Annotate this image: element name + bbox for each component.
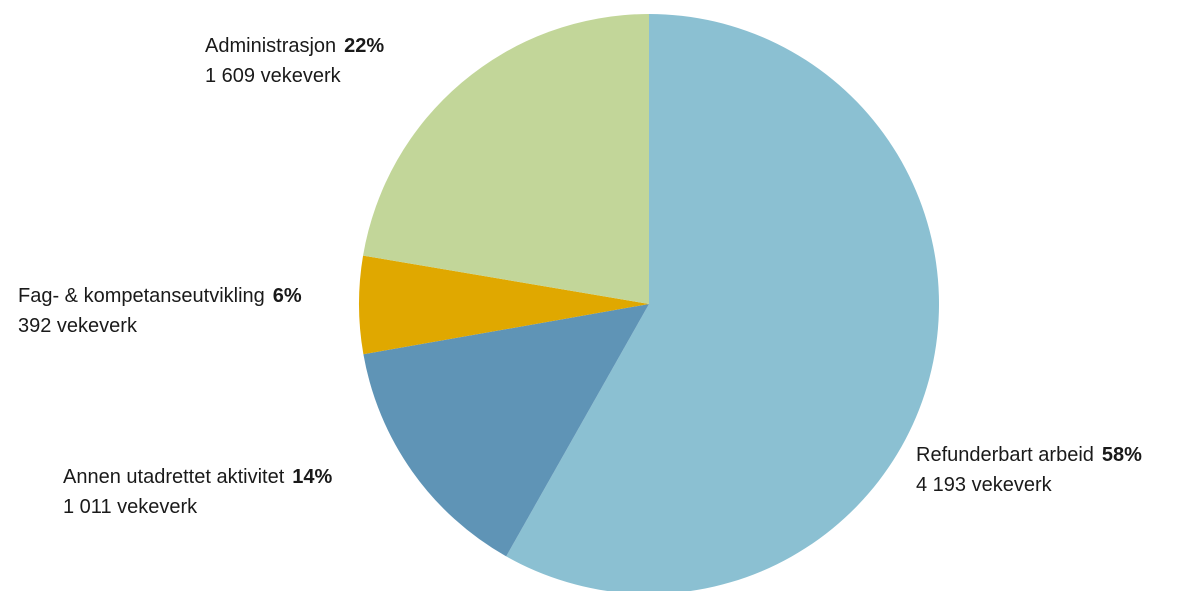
slice-percent-fag-kompetanseutvikling: 6% (272, 285, 302, 307)
slice-percent-refunderbart-arbeid: 58% (1101, 444, 1142, 466)
slice-label-refunderbart-arbeid: Refunderbart arbeid 58% 4 193 vekeverk (916, 440, 1142, 500)
pie-slice-fag-kompetanseutvikling (359, 255, 649, 355)
slice-value-fag-kompetanseutvikling: 392 vekeverk (18, 315, 137, 337)
slice-name-administrasjon: Administrasjon (205, 35, 337, 57)
slice-label-administrasjon: Administrasjon 22% 1 609 vekeverk (205, 31, 384, 91)
slice-name-annen-utadrettet-aktivitet: Annen utadrettet aktivitet (63, 466, 285, 488)
pie-slice-refunderbart-arbeid (506, 14, 939, 591)
slice-name-fag-kompetanseutvikling: Fag- & kompetanseutvikling (18, 285, 265, 307)
pie-slice-administrasjon (363, 14, 649, 304)
slice-label-fag-kompetanseutvikling: Fag- & kompetanseutvikling 6% 392 vekever… (18, 281, 302, 341)
pie-slices (359, 14, 939, 591)
slice-value-annen-utadrettet-aktivitet: 1 011 vekeverk (63, 496, 198, 518)
slice-percent-annen-utadrettet-aktivitet: 14% (292, 466, 333, 488)
slice-label-annen-utadrettet-aktivitet: Annen utadrettet aktivitet 14% 1 011 veke… (63, 462, 332, 522)
slice-value-refunderbart-arbeid: 4 193 vekeverk (916, 474, 1052, 496)
slice-value-administrasjon: 1 609 vekeverk (205, 65, 341, 87)
slice-percent-administrasjon: 22% (344, 35, 385, 57)
pie-slice-annen-utadrettet-aktivitet (363, 304, 649, 557)
slice-name-refunderbart-arbeid: Refunderbart arbeid (916, 444, 1094, 466)
